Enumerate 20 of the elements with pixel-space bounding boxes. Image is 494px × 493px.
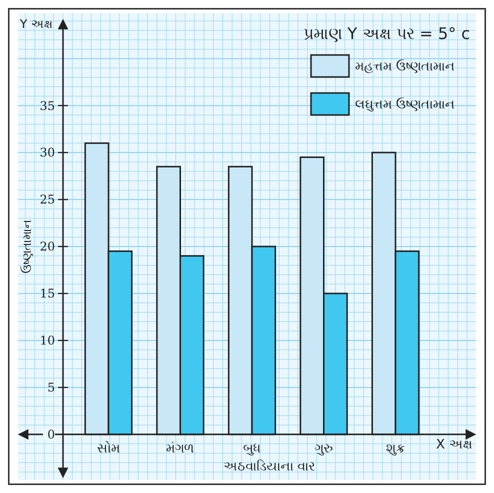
y-tick-label: 35: [40, 98, 55, 113]
y-tick-label: 30: [40, 146, 55, 160]
y-tick-label: 5: [47, 380, 55, 395]
x-tick-label: ગુરુ: [314, 441, 334, 456]
x-tick-label: બુધ: [243, 441, 261, 456]
annotation: Y અક્ષ: [18, 17, 53, 31]
y-axis-title: ઉષ્ણતામાન: [20, 220, 34, 274]
annotation: X અક્ષ: [436, 437, 472, 452]
y-tick-label: 0: [47, 428, 55, 442]
chart-title: પ્રમાણ Y અક્ષ પર = 5° c: [303, 24, 470, 43]
y-tick-label: 25: [40, 192, 55, 207]
legend-label: લઘુત્તમ ઉષ્ણતામાન: [355, 96, 456, 113]
y-tick-label: 10: [40, 334, 55, 348]
y-tick-label: 15: [40, 286, 55, 301]
legend-label: મહત્તમ ઉષ્ણતામાન: [355, 58, 456, 75]
y-tick-label: 20: [40, 240, 55, 254]
x-tick-label: સોમ: [96, 440, 120, 456]
x-axis-title: અઠવાડિયાના વાર: [223, 458, 316, 474]
x-tick-label: મંગળ: [166, 441, 194, 456]
x-tick-label: શુક્ર: [386, 441, 406, 456]
